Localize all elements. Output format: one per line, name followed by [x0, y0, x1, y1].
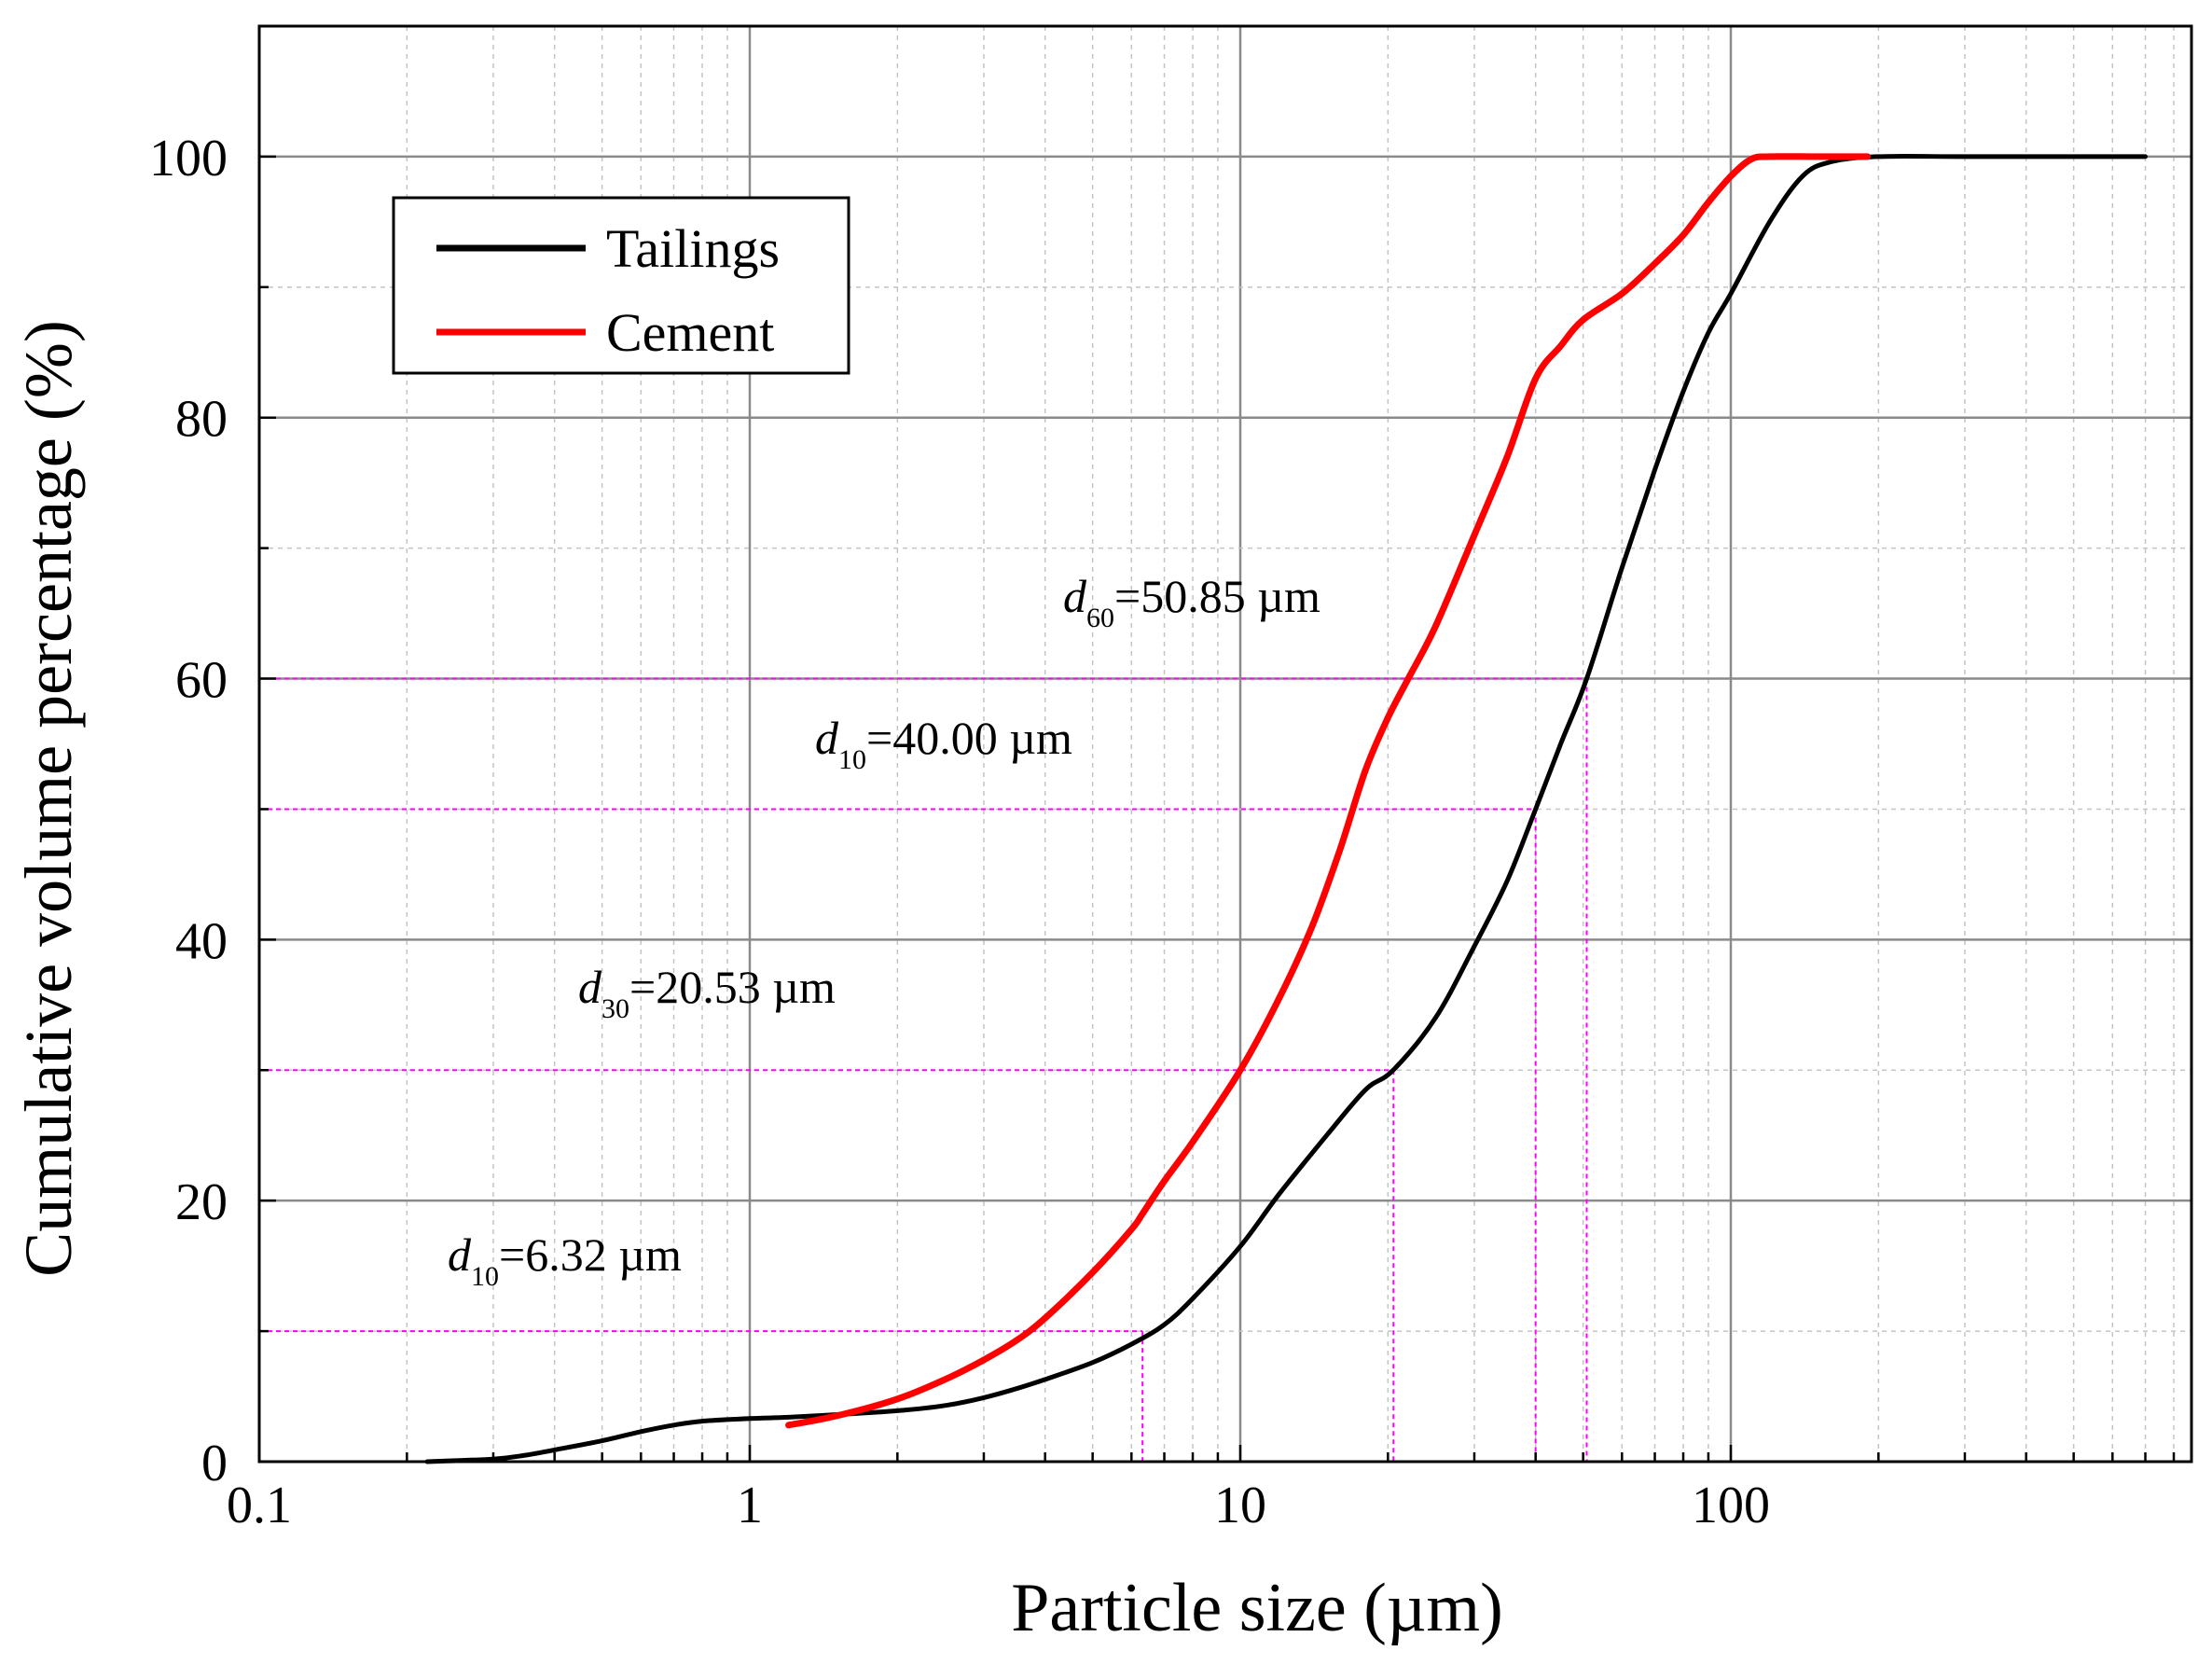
- y-tick-label: 20: [175, 1173, 228, 1231]
- x-axis-title: Particle size (µm): [1011, 1570, 1503, 1646]
- annotation-d10-cement-symbol: d: [448, 1228, 472, 1281]
- annotation-d10-tailings-value: =40.00 µm: [866, 712, 1072, 764]
- annotations: d60=50.85 µm d10=40.00 µm d30=20.53 µm d…: [448, 570, 1320, 1292]
- legend: Tailings Cement: [392, 196, 850, 375]
- annotation-d30-subscript: 30: [601, 993, 629, 1024]
- annotation-d60-subscript: 60: [1086, 603, 1114, 633]
- x-tick-label: 1: [737, 1477, 763, 1534]
- axis-ticks: [257, 24, 2176, 1464]
- data-series: [424, 153, 2148, 1464]
- legend-label-cement: Cement: [606, 302, 774, 363]
- plot-frame: [257, 24, 2193, 1464]
- legend-box: [392, 196, 850, 375]
- series-line-tailings: [424, 154, 2148, 1464]
- annotation-d60-value: =50.85 µm: [1114, 570, 1320, 622]
- reference-lines: [259, 677, 1588, 1462]
- y-axis-title: Cumulative volume percentage (%): [11, 320, 86, 1277]
- annotation-d30-symbol: d: [578, 961, 602, 1013]
- y-tick-label: 40: [175, 912, 228, 970]
- annotation-d10-tailings-subscript: 10: [838, 744, 866, 775]
- x-tick-label: 0.1: [227, 1477, 292, 1534]
- annotation-d10-cement: d10=6.32 µm: [448, 1228, 682, 1292]
- annotation-d60-symbol: d: [1063, 570, 1087, 622]
- y-tick-label: 0: [201, 1435, 228, 1492]
- x-tick-label: 100: [1692, 1477, 1770, 1534]
- series-line-cement: [785, 153, 1872, 1429]
- tick-labels: 0.1 1 10 100 0 20 40 60 80 100: [149, 130, 1770, 1534]
- annotation-d30: d30=20.53 µm: [578, 961, 836, 1024]
- y-tick-label: 100: [149, 130, 228, 187]
- grid: [259, 26, 2191, 1462]
- y-tick-label: 60: [175, 652, 228, 710]
- annotation-d60: d60=50.85 µm: [1063, 570, 1320, 633]
- annotation-d10-tailings: d10=40.00 µm: [815, 712, 1072, 775]
- y-tick-label: 80: [175, 391, 228, 449]
- annotation-d10-cement-subscript: 10: [471, 1261, 499, 1292]
- annotation-d10-cement-value: =6.32 µm: [499, 1228, 682, 1281]
- annotation-d30-value: =20.53 µm: [629, 961, 836, 1013]
- annotation-d10-tailings-symbol: d: [815, 712, 839, 764]
- x-tick-label: 10: [1214, 1477, 1266, 1534]
- legend-label-tailings: Tailings: [606, 218, 780, 279]
